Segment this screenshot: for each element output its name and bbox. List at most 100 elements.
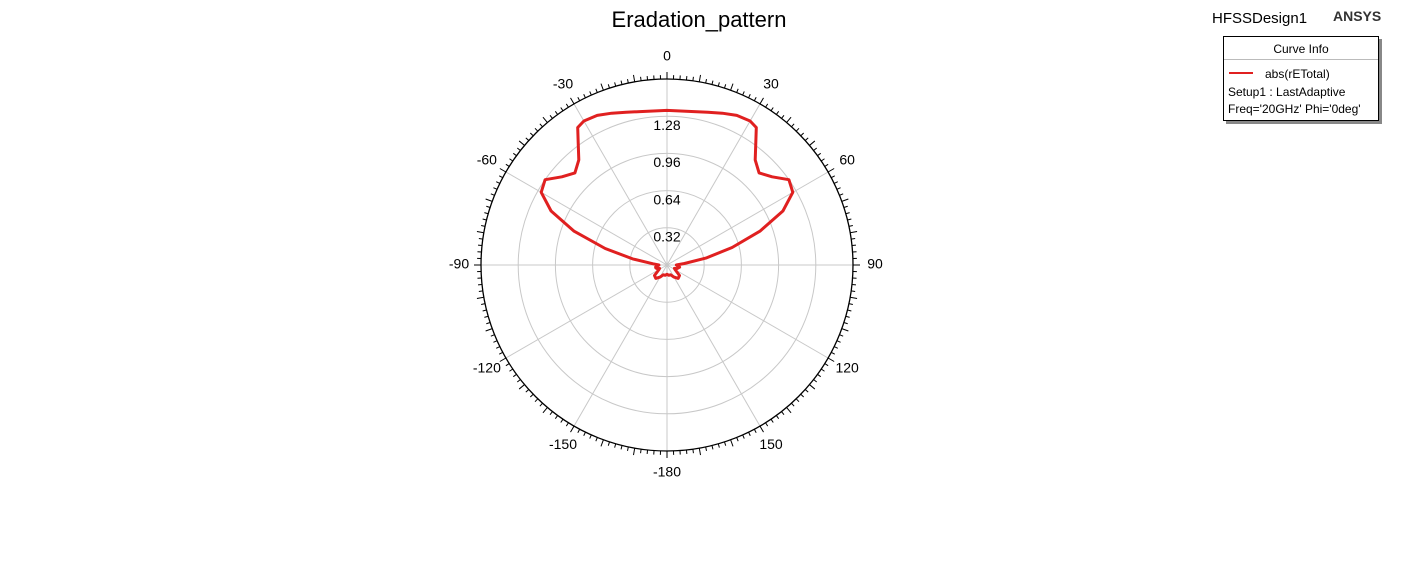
angle-tick-mark <box>730 83 734 91</box>
angle-tick-mark <box>759 425 764 433</box>
angle-tick-mark <box>759 97 764 105</box>
curve-info-legend[interactable]: Curve Info abs(rETotal) Setup1 : LastAda… <box>1223 36 1379 121</box>
angle-tick-mark <box>800 393 805 398</box>
angle-tick-mark <box>490 193 495 196</box>
angle-tick-mark <box>851 238 856 240</box>
angle-tick-mark <box>753 97 757 102</box>
angle-tick-mark <box>481 303 486 305</box>
angle-tick-mark <box>692 76 694 81</box>
angle-tick-mark <box>534 398 539 403</box>
angle-tick-mark <box>518 384 525 390</box>
series-line-abs-rETotal <box>539 108 795 280</box>
angle-tick-mark <box>577 97 581 102</box>
angle-tick-mark <box>765 422 769 427</box>
angle-tick-mark <box>529 132 534 137</box>
legend-series-swatch <box>1229 72 1253 74</box>
angle-tick-mark <box>496 181 501 184</box>
angle-tick-mark <box>542 407 548 414</box>
angle-tick-mark <box>698 74 702 82</box>
angle-tick-mark <box>770 418 774 423</box>
angle-tick-mark <box>570 425 575 433</box>
angle-tick-mark <box>748 94 751 99</box>
angle-tick-mark <box>509 368 514 372</box>
angle-tick-label: -150 <box>549 436 577 452</box>
angular-grid-spoke <box>573 264 668 427</box>
angle-tick-mark <box>705 446 707 451</box>
angular-grid-spoke <box>666 264 829 359</box>
radial-tick-label: 0.96 <box>653 154 680 170</box>
angle-tick-mark <box>486 205 491 208</box>
angle-tick-mark <box>817 152 822 157</box>
radial-tick-label: 0.64 <box>653 191 680 207</box>
angle-tick-mark <box>570 97 575 105</box>
angle-tick-mark <box>775 110 780 115</box>
angle-tick-mark <box>730 439 734 447</box>
angle-tick-mark <box>809 384 816 390</box>
angle-tick-mark <box>484 212 489 215</box>
angle-tick-mark <box>813 379 818 383</box>
angle-tick-mark <box>800 132 805 137</box>
angle-tick-mark <box>627 446 629 451</box>
angle-tick-mark <box>499 168 507 173</box>
angle-tick-mark <box>836 187 841 190</box>
angle-tick-label: -120 <box>473 360 501 376</box>
angle-tick-label: 150 <box>759 436 783 452</box>
angle-tick-mark <box>827 357 835 362</box>
angle-tick-mark <box>711 445 714 450</box>
angle-tick-mark <box>724 441 727 446</box>
angle-tick-mark <box>795 127 800 132</box>
angle-tick-label: 30 <box>763 76 779 92</box>
radial-tick-label: 1.28 <box>653 117 680 133</box>
angle-tick-label: -60 <box>477 152 497 168</box>
angle-tick-mark <box>724 84 727 89</box>
angle-tick-label: 90 <box>867 256 883 272</box>
angle-tick-mark <box>817 373 822 378</box>
angle-tick-mark <box>786 116 792 123</box>
angle-tick-mark <box>813 147 818 151</box>
angular-grid-spoke <box>505 264 668 359</box>
angle-tick-mark <box>512 152 517 157</box>
angle-tick-mark <box>711 80 714 85</box>
angle-tick-mark <box>478 238 483 240</box>
angle-tick-mark <box>742 434 745 439</box>
angle-tick-mark <box>804 137 809 141</box>
angle-tick-mark <box>529 393 534 398</box>
angle-tick-mark <box>525 137 530 141</box>
angle-tick-mark <box>847 218 852 221</box>
angle-tick-mark <box>742 91 745 96</box>
angle-tick-mark <box>850 296 858 300</box>
angle-tick-label: 60 <box>839 152 855 168</box>
angle-tick-mark <box>736 88 739 93</box>
angle-tick-mark <box>692 449 694 454</box>
angle-tick-mark <box>765 103 769 108</box>
angle-tick-mark <box>833 346 838 349</box>
angle-tick-mark <box>539 402 543 407</box>
design-name: HFSSDesign1 <box>1212 10 1308 27</box>
angle-tick-mark <box>607 441 610 446</box>
angle-tick-mark <box>482 218 487 221</box>
legend-title: Curve Info <box>1224 37 1378 60</box>
angle-tick-mark <box>600 439 604 447</box>
angle-tick-mark <box>499 175 504 179</box>
angle-tick-mark <box>493 187 498 190</box>
angle-tick-mark <box>770 107 774 112</box>
angle-tick-mark <box>820 158 825 162</box>
angle-tick-mark <box>542 116 548 123</box>
radial-tick-label: 0.32 <box>653 229 680 245</box>
angle-tick-mark <box>577 428 581 433</box>
angle-tick-mark <box>583 94 586 99</box>
angle-tick-mark <box>827 168 835 173</box>
angle-tick-mark <box>607 84 610 89</box>
angle-tick-mark <box>698 448 702 456</box>
angle-tick-mark <box>845 315 850 318</box>
angle-tick-mark <box>560 418 564 423</box>
angle-tick-mark <box>496 346 501 349</box>
angle-tick-mark <box>490 334 495 337</box>
angular-grid-spoke <box>666 171 829 266</box>
angle-tick-mark <box>583 431 586 436</box>
angle-tick-mark <box>795 398 800 403</box>
angle-tick-mark <box>486 322 491 325</box>
angle-tick-mark <box>620 80 623 85</box>
angle-tick-label: -180 <box>653 464 681 480</box>
angle-tick-mark <box>539 123 543 128</box>
